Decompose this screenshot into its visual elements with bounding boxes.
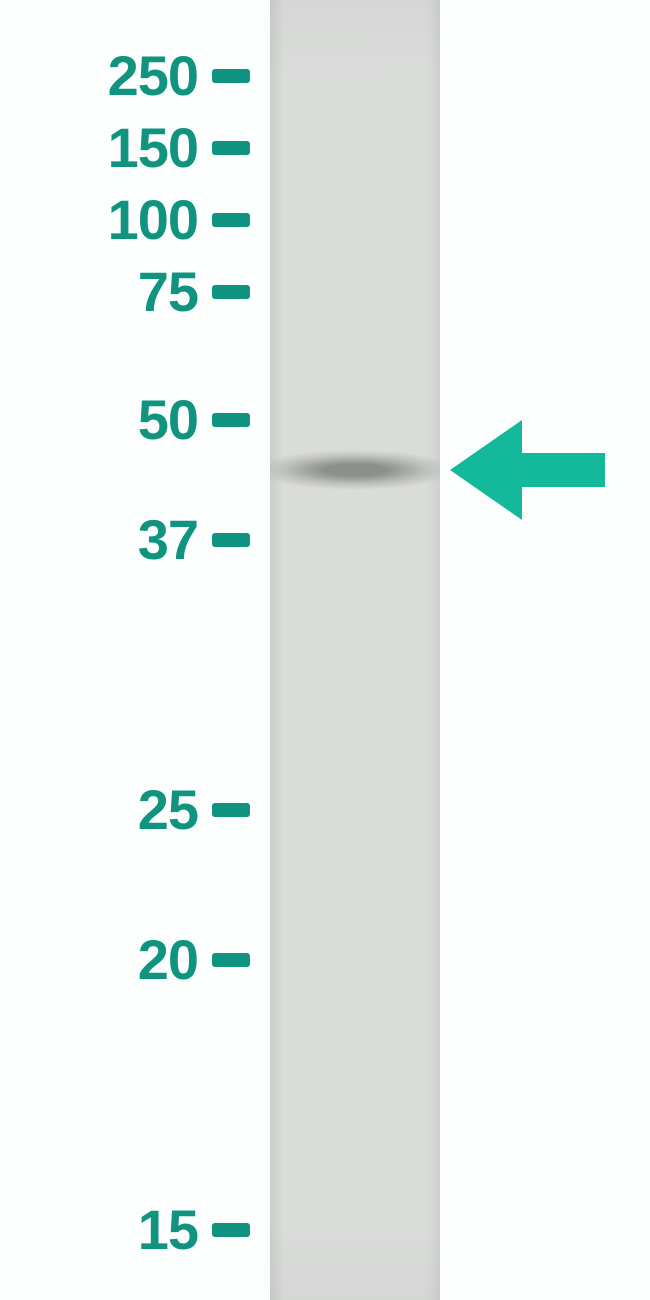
mw-marker-20: 20 bbox=[138, 926, 250, 993]
mw-marker-dash bbox=[212, 141, 250, 155]
mw-marker-50: 50 bbox=[138, 386, 250, 453]
mw-marker-25: 25 bbox=[138, 776, 250, 843]
mw-marker-dash bbox=[212, 803, 250, 817]
mw-marker-label: 25 bbox=[138, 777, 198, 842]
mw-marker-dash bbox=[212, 953, 250, 967]
mw-marker-150: 150 bbox=[108, 114, 250, 181]
sample-lane bbox=[270, 0, 440, 1300]
mw-marker-dash bbox=[212, 1223, 250, 1237]
mw-marker-dash bbox=[212, 285, 250, 299]
mw-marker-dash bbox=[212, 413, 250, 427]
mw-marker-37: 37 bbox=[138, 506, 250, 573]
target-band-arrow-icon bbox=[450, 420, 605, 520]
mw-marker-label: 37 bbox=[138, 507, 198, 572]
mw-marker-label: 100 bbox=[108, 187, 198, 252]
mw-marker-dash bbox=[212, 69, 250, 83]
western-blot-figure: 250 150 100 75 50 37 25 20 15 bbox=[0, 0, 650, 1300]
mw-marker-label: 75 bbox=[138, 259, 198, 324]
mw-marker-15: 15 bbox=[138, 1196, 250, 1263]
mw-marker-label: 15 bbox=[138, 1197, 198, 1262]
molecular-weight-ladder: 250 150 100 75 50 37 25 20 15 bbox=[0, 0, 250, 1300]
mw-marker-250: 250 bbox=[108, 42, 250, 109]
mw-marker-dash bbox=[212, 213, 250, 227]
mw-marker-dash bbox=[212, 533, 250, 547]
mw-marker-label: 20 bbox=[138, 927, 198, 992]
protein-band-0 bbox=[270, 450, 440, 490]
mw-marker-label: 50 bbox=[138, 387, 198, 452]
mw-marker-label: 150 bbox=[108, 115, 198, 180]
mw-marker-75: 75 bbox=[138, 258, 250, 325]
lane-background bbox=[270, 0, 440, 1300]
mw-marker-label: 250 bbox=[108, 43, 198, 108]
mw-marker-100: 100 bbox=[108, 186, 250, 253]
